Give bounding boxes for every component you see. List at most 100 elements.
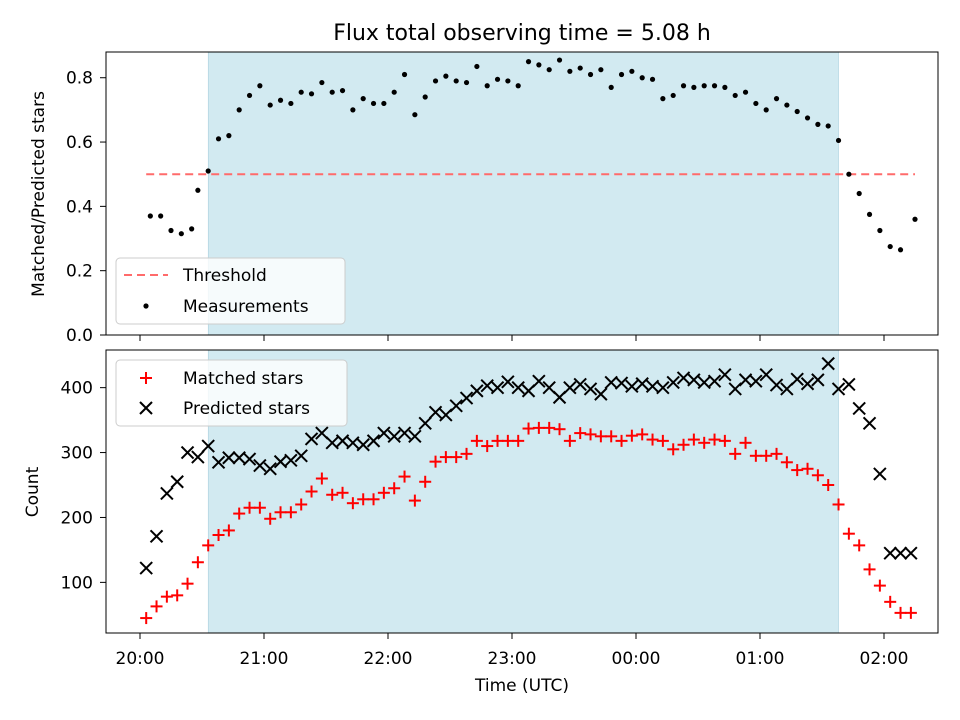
matched-star-point: [729, 447, 742, 460]
matched-star-point: [625, 429, 638, 442]
predicted-star-point: [211, 455, 226, 469]
predicted-star-point: [614, 376, 629, 390]
matched-star-point: [698, 436, 711, 449]
measurement-point: [178, 231, 184, 237]
predicted-star-point: [160, 486, 174, 501]
measurement-point: [608, 84, 614, 90]
x-tick-label: 21:00: [240, 649, 289, 669]
matched-star-point: [481, 440, 494, 453]
matched-star-point: [470, 434, 483, 447]
matched-star-point: [615, 434, 628, 447]
measurement-point: [215, 136, 222, 142]
predicted-star-point: [418, 416, 432, 431]
matched-star-point: [687, 433, 700, 446]
matched-star-point: [367, 493, 380, 506]
measurement-point: [660, 96, 666, 102]
measurement-point: [339, 87, 346, 94]
matched-star-point: [181, 577, 194, 590]
measurement-point: [742, 89, 749, 95]
predicted-star-point: [769, 378, 784, 392]
matched-star-point: [160, 590, 173, 603]
bottom-legend: Matched stars Predicted stars: [115, 359, 348, 427]
matched-star-point: [243, 501, 256, 514]
measurement-point: [912, 216, 918, 222]
measurement-point: [629, 68, 635, 74]
measurement-point: [887, 243, 893, 250]
matched-star-point: [233, 507, 246, 520]
predicted-star-point: [862, 416, 877, 431]
measurement-point: [536, 62, 542, 68]
predicted-star-point: [676, 371, 691, 385]
predicted-star-point: [511, 380, 525, 395]
matched-star-point: [822, 479, 835, 492]
predicted-star-point: [490, 380, 505, 395]
measurement-point: [189, 226, 195, 232]
predicted-star-point: [366, 434, 381, 448]
matched-star-point: [315, 472, 328, 485]
y-tick-label: 200: [61, 508, 93, 528]
predicted-star-point: [718, 367, 732, 382]
measurement-point: [556, 57, 563, 63]
matched-star-point: [171, 589, 184, 602]
measurement-point: [701, 83, 707, 89]
predicted-star-point: [377, 426, 391, 440]
predicted-star-point: [604, 375, 618, 390]
matched-star-point: [884, 595, 897, 608]
measurement-point: [804, 115, 811, 121]
predicted-star-point: [201, 439, 215, 453]
predicted-star-point: [397, 426, 412, 440]
predicted-star-point: [707, 374, 722, 388]
legend-predicted-swatch: [139, 401, 153, 415]
measurement-point: [432, 78, 439, 84]
predicted-star-point: [594, 387, 608, 401]
measurement-point: [147, 213, 153, 219]
measurement-point: [598, 67, 604, 73]
measurement-point: [236, 107, 242, 113]
predicted-star-point: [263, 462, 277, 476]
predicted-star-point: [749, 374, 763, 388]
measurement-point: [577, 65, 583, 71]
predicted-star-point: [294, 449, 308, 463]
predicted-star-point: [315, 426, 329, 440]
x-tick-label: 01:00: [736, 649, 785, 669]
matched-star-point: [532, 421, 545, 434]
predicted-star-point: [583, 382, 598, 396]
predicted-star-point: [563, 380, 577, 395]
matched-star-point: [739, 436, 752, 449]
measurement-point: [298, 89, 304, 95]
matched-star-point: [212, 528, 225, 541]
predicted-star-point: [625, 379, 639, 394]
matched-star-point: [553, 423, 566, 436]
matched-star-point: [264, 512, 277, 525]
measurement-point: [277, 97, 284, 103]
predicted-star-point: [780, 382, 794, 396]
predicted-star-point: [759, 367, 773, 382]
predicted-star-point: [873, 467, 887, 481]
measurement-point: [288, 100, 294, 107]
matched-star-point: [749, 449, 762, 462]
predicted-star-point: [521, 384, 536, 398]
measurement-point: [784, 102, 790, 108]
matched-star-point: [594, 430, 607, 443]
matched-star-point: [377, 486, 390, 499]
y-tick-label: 0.8: [66, 69, 93, 89]
matched-star-point: [326, 488, 339, 501]
measurement-point: [329, 89, 335, 95]
measurement-point: [257, 83, 263, 89]
predicted-star-point: [253, 458, 267, 473]
measurement-point: [525, 59, 532, 65]
x-axis-label: Time (UTC): [474, 676, 569, 696]
predicted-star-point: [459, 391, 474, 405]
measurement-point: [350, 107, 356, 113]
matched-star-point: [222, 524, 235, 537]
predicted-star-point: [408, 429, 422, 444]
top-panel: 0.0 0.2 0.4 0.6 0.8 Flux total observing tim…: [29, 21, 939, 346]
measurement-point: [753, 100, 759, 107]
matched-star-point: [842, 527, 855, 540]
measurement-point: [794, 108, 800, 115]
measurement-point: [505, 78, 511, 84]
predicted-star-point: [139, 561, 153, 575]
matched-star-point: [873, 579, 886, 592]
y-tick-label: 0.2: [66, 262, 93, 282]
matched-star-point: [656, 434, 669, 447]
